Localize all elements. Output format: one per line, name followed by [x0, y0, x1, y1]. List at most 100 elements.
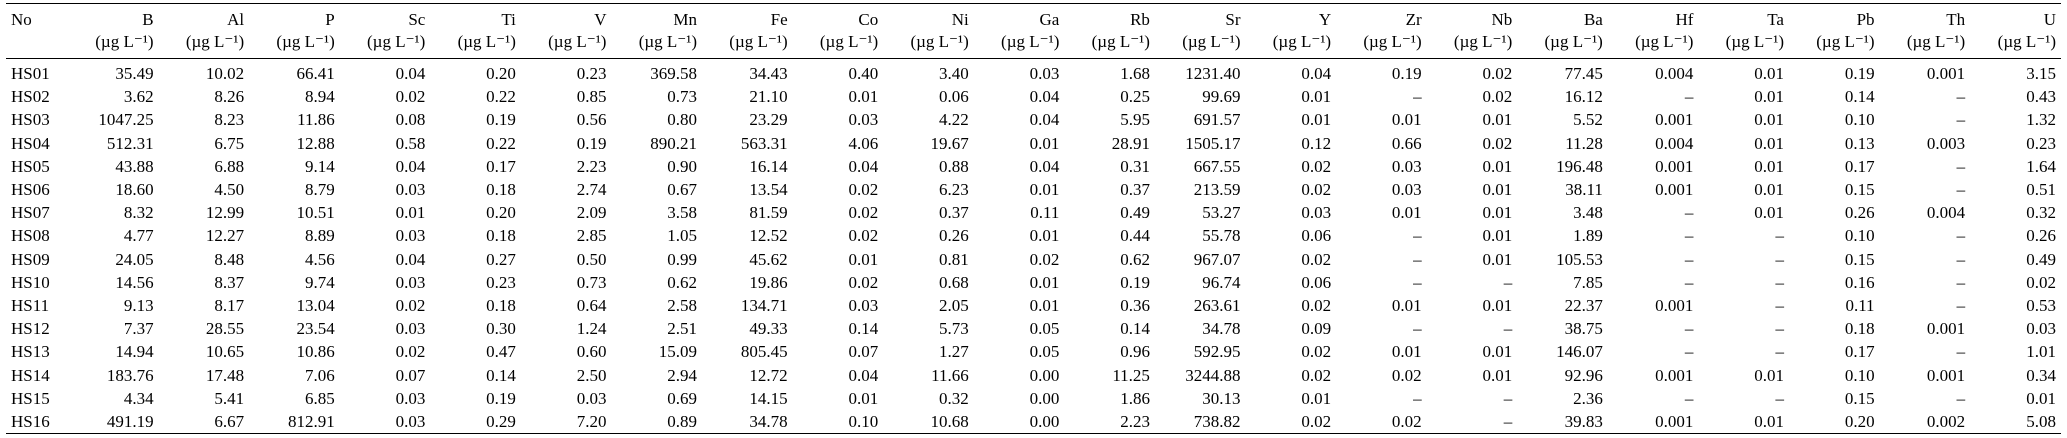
value-cell: 0.23: [2026, 133, 2056, 153]
value-cell: 0.02: [395, 342, 426, 362]
value-cell: 0.01: [1754, 133, 1784, 153]
value-cell: –: [1684, 272, 1694, 292]
value-cell: 14.15: [749, 388, 788, 408]
value-cell: 738.82: [1193, 412, 1241, 432]
column-header-hf: Hf (µg L⁻¹): [1608, 4, 1699, 59]
value-cell: 0.32: [2026, 203, 2056, 223]
value-cell: 0.13: [1844, 133, 1875, 153]
column-unit: (µg L⁻¹): [638, 32, 698, 51]
value-cell: 3244.88: [1185, 365, 1241, 385]
value-cell: –: [1684, 249, 1694, 269]
value-cell: 30.13: [1202, 388, 1241, 408]
value-cell: 0.03: [1391, 180, 1422, 200]
value-cell: –: [1503, 388, 1513, 408]
value-cell: 10.86: [296, 342, 335, 362]
value-cell: 12.72: [749, 365, 788, 385]
value-cell: 369.58: [650, 64, 698, 83]
value-cell: 967.07: [1193, 249, 1241, 269]
table-row: HS05 43.88 6.88 9.14 0.04 0.17 2.23 0.90 16.14 0.…: [6, 155, 2061, 178]
value-cell: 0.01: [1754, 365, 1784, 385]
value-cell: 10.02: [205, 64, 245, 83]
value-cell: 0.15: [1844, 388, 1875, 408]
column-unit: (µg L⁻¹): [819, 32, 879, 51]
value-cell: –: [1775, 388, 1784, 408]
value-cell: 0.43: [2026, 87, 2056, 107]
value-cell: 15.09: [658, 342, 698, 362]
value-cell: 4.06: [848, 133, 879, 153]
value-cell: 0.04: [395, 64, 426, 83]
value-cell: 0.002: [1926, 412, 1966, 432]
column-header-y: Y (µg L⁻¹): [1246, 4, 1337, 59]
value-cell: –: [1775, 272, 1784, 292]
value-cell: 6.75: [214, 133, 245, 153]
column-symbol: Ni: [951, 10, 969, 29]
value-cell: 0.26: [939, 226, 969, 246]
value-cell: 0.17: [1844, 342, 1875, 362]
column-header-p: P (µg L⁻¹): [249, 4, 340, 59]
value-cell: 0.62: [1120, 249, 1150, 269]
column-header-zr: Zr (µg L⁻¹): [1336, 4, 1427, 59]
value-cell: 0.02: [1301, 156, 1332, 176]
value-cell: 2.05: [939, 296, 969, 316]
value-cell: 0.01: [1754, 180, 1784, 200]
value-cell: 5.95: [1120, 110, 1150, 130]
value-cell: 1.05: [667, 226, 698, 246]
value-cell: 19.86: [749, 272, 788, 292]
value-cell: 0.01: [848, 388, 879, 408]
column-unit: (µg L⁻¹): [729, 32, 788, 51]
value-cell: 0.03: [395, 412, 426, 432]
value-cell: 0.19: [1391, 64, 1422, 83]
value-cell: 4.56: [304, 249, 335, 269]
sample-id-cell: HS09: [11, 249, 50, 269]
value-cell: 8.48: [214, 249, 245, 269]
value-cell: 0.19: [486, 388, 516, 408]
value-cell: 0.001: [1655, 110, 1694, 130]
value-cell: 23.29: [749, 110, 788, 130]
value-cell: 81.59: [749, 203, 788, 223]
value-cell: 0.30: [486, 319, 516, 339]
column-unit: (µg L⁻¹): [457, 32, 516, 51]
value-cell: 35.49: [115, 64, 154, 83]
value-cell: 0.00: [1029, 365, 1060, 385]
value-cell: 0.10: [1844, 226, 1875, 246]
value-cell: 0.02: [1301, 296, 1332, 316]
column-unit: (µg L⁻¹): [1725, 32, 1784, 51]
column-symbol: Rb: [1130, 10, 1150, 29]
value-cell: 0.04: [1029, 110, 1060, 130]
value-cell: –: [1684, 319, 1694, 339]
column-symbol: V: [594, 10, 607, 29]
value-cell: 17.48: [205, 365, 245, 385]
table-row: HS03 1047.25 8.23 11.86 0.08 0.19 0.56 0.80 23.2…: [6, 108, 2061, 131]
value-cell: 0.01: [1391, 342, 1422, 362]
column-symbol: Ti: [501, 10, 516, 29]
value-cell: 0.03: [848, 110, 879, 130]
value-cell: 0.01: [1754, 156, 1784, 176]
value-cell: 18.60: [115, 180, 154, 200]
value-cell: –: [1956, 342, 1966, 362]
value-cell: 14.56: [115, 272, 154, 292]
table-row: HS11 9.13 8.17 13.04 0.02 0.18 0.64 2.58 134.71 0…: [6, 294, 2061, 317]
value-cell: 1.24: [576, 319, 607, 339]
value-cell: 0.53: [2026, 296, 2056, 316]
value-cell: 4.77: [123, 226, 154, 246]
value-cell: –: [1956, 110, 1966, 130]
value-cell: 1.27: [939, 342, 969, 362]
value-cell: 0.58: [395, 133, 426, 153]
value-cell: 3.15: [2026, 64, 2056, 83]
value-cell: 0.40: [848, 64, 879, 83]
column-unit: (µg L⁻¹): [1091, 32, 1150, 51]
value-cell: 5.52: [1573, 110, 1603, 130]
column-header-ti: Ti (µg L⁻¹): [430, 4, 521, 59]
value-cell: 6.67: [214, 412, 245, 432]
column-header-b: B (µg L⁻¹): [68, 4, 159, 59]
value-cell: 6.88: [214, 156, 245, 176]
value-cell: –: [1956, 388, 1966, 408]
sample-id-cell: HS02: [11, 87, 50, 107]
value-cell: 0.22: [486, 87, 516, 107]
value-cell: 0.02: [1482, 133, 1513, 153]
value-cell: 0.04: [848, 365, 879, 385]
column-header-al: Al (µg L⁻¹): [159, 4, 250, 59]
column-header-sc: Sc (µg L⁻¹): [340, 4, 431, 59]
value-cell: 13.54: [749, 180, 788, 200]
column-symbol: B: [142, 10, 154, 29]
